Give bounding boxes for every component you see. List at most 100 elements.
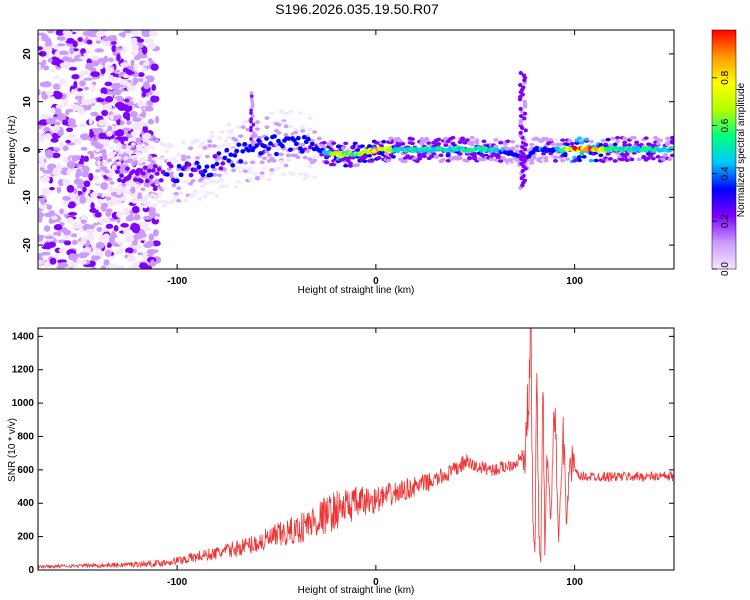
spectrogram-cell: [169, 171, 175, 176]
spectrogram-cell: [200, 172, 206, 178]
spectrogram-cell: [300, 142, 306, 147]
spectrogram-cell: [133, 233, 144, 240]
spectrogram-cell: [63, 240, 72, 246]
spectrogram-cell: [593, 158, 599, 163]
spectrogram-cell: [90, 84, 96, 92]
spectrogram-cell: [118, 170, 124, 174]
spectrogram-cell: [142, 158, 148, 163]
spectrogram-cell: [223, 184, 229, 188]
spectrogram-cell: [214, 193, 220, 198]
spectrogram-xlabel: Height of straight line (km): [298, 285, 415, 296]
spectrogram-cell: [290, 172, 296, 177]
spectrogram-cell: [88, 173, 94, 181]
spectrogram-cell: [171, 156, 177, 161]
spectrogram-cell: [605, 137, 611, 142]
spectrogram-cell: [216, 173, 222, 178]
spectrogram-cell: [436, 142, 442, 146]
spectrogram-cell: [252, 131, 256, 136]
spectrogram-cell: [576, 136, 582, 141]
spectrogram-cell: [529, 161, 535, 165]
spectrogram-cell: [598, 143, 604, 147]
spectrogram-cell: [80, 237, 87, 244]
spectrogram-cell: [252, 172, 258, 176]
spectrogram-cell: [130, 142, 136, 146]
spectrogram-cell: [80, 172, 91, 178]
spectrogram-cell: [142, 204, 148, 209]
spectrogram-cell: [188, 146, 194, 151]
spectrogram-cell: [66, 184, 75, 193]
spectrogram-cell: [111, 197, 118, 203]
spectrogram-cell: [94, 48, 105, 53]
spectrogram-cell: [307, 157, 313, 161]
spectrogram-cell: [612, 159, 618, 163]
spectrogram-cell: [137, 151, 142, 157]
spectrogram-cell: [183, 198, 189, 203]
spectrogram-cell: [112, 112, 120, 116]
spectrogram-cell: [226, 135, 232, 140]
spectrogram-cell: [169, 174, 175, 179]
spectrogram-cell: [149, 145, 155, 150]
spectrogram-cell: [622, 143, 628, 147]
y-tick-label: 10: [22, 96, 33, 108]
spectrogram-cell: [111, 164, 117, 169]
spectrogram-cell: [650, 156, 656, 161]
spectrogram-cell: [151, 84, 157, 92]
spectrogram-cell: [41, 34, 49, 42]
spectrogram-cell: [164, 200, 170, 205]
x-tick-label: 0: [373, 276, 379, 287]
spectrogram-cell: [249, 128, 253, 133]
spectrogram-cell: [115, 264, 125, 269]
spectrogram-cell: [362, 159, 368, 164]
spectrogram-cell: [283, 163, 289, 168]
spectrogram-cell: [66, 127, 74, 133]
spectrogram-cell: [271, 158, 277, 163]
spectrogram-cell: [71, 88, 76, 95]
spectrogram-cell: [131, 205, 140, 214]
spectrogram-cell: [120, 212, 131, 216]
spectrogram-cell: [79, 80, 86, 87]
spectrogram-cell: [46, 91, 54, 96]
spectrogram-cell: [51, 152, 61, 159]
spectrogram-cell: [130, 186, 136, 195]
spectrogram-cell: [133, 214, 141, 221]
spectrogram-cell: [142, 165, 148, 170]
spectrogram-cell: [278, 109, 284, 114]
spectrogram-cell: [51, 170, 61, 176]
spectrogram-cell: [192, 167, 198, 173]
spectrogram-cell: [316, 136, 322, 141]
spectrogram-cell: [443, 143, 449, 147]
spectrogram-cell: [204, 164, 210, 169]
spectrogram-cell: [276, 166, 282, 171]
spectrogram-cell: [246, 148, 252, 153]
spectrogram-cell: [204, 154, 210, 159]
spectrogram-cell: [77, 88, 83, 92]
snr-line: [38, 328, 674, 570]
spectrogram-cell: [120, 223, 129, 228]
spectrogram-cell: [424, 137, 430, 141]
spectrogram-cell: [123, 208, 131, 213]
y-tick-label: 400: [17, 498, 34, 509]
spectrogram-cell: [103, 259, 110, 267]
spectrogram-cell: [634, 140, 640, 145]
spectrogram-cell: [433, 154, 439, 159]
spectrogram-cell: [204, 181, 210, 186]
spectrogram-cell: [57, 178, 65, 187]
spectrogram-cell: [158, 178, 164, 183]
spectrogram-cell: [228, 152, 234, 157]
spectrogram-cell: [307, 164, 313, 168]
spectrogram-cell: [53, 84, 60, 88]
spectrogram-cell: [543, 158, 549, 163]
spectrogram-cell: [249, 97, 254, 101]
spectrogram-cell: [293, 141, 299, 147]
spectrogram-cell: [51, 59, 59, 66]
spectrogram-cell: [259, 160, 265, 165]
spectrogram-cell: [498, 159, 504, 163]
spectrogram-cell: [57, 259, 67, 264]
spectrogram-cell: [123, 156, 129, 160]
spectrogram-cell: [45, 132, 51, 139]
spectrogram-cell: [223, 139, 229, 143]
spectrogram-cell: [603, 142, 609, 147]
spectrogram-cell: [138, 160, 144, 164]
spectrogram-cell: [145, 227, 152, 232]
spectrogram-cell: [196, 164, 202, 170]
